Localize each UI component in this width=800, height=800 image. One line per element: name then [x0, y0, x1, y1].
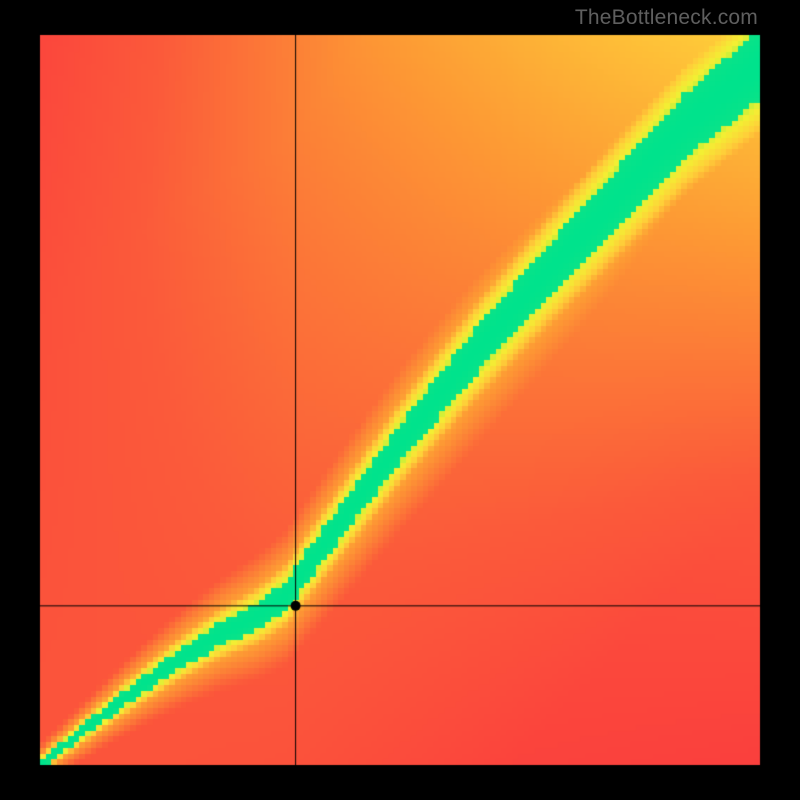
bottleneck-heatmap [0, 0, 800, 800]
watermark-text: TheBottleneck.com [575, 6, 758, 30]
chart-container: TheBottleneck.com [0, 0, 800, 800]
